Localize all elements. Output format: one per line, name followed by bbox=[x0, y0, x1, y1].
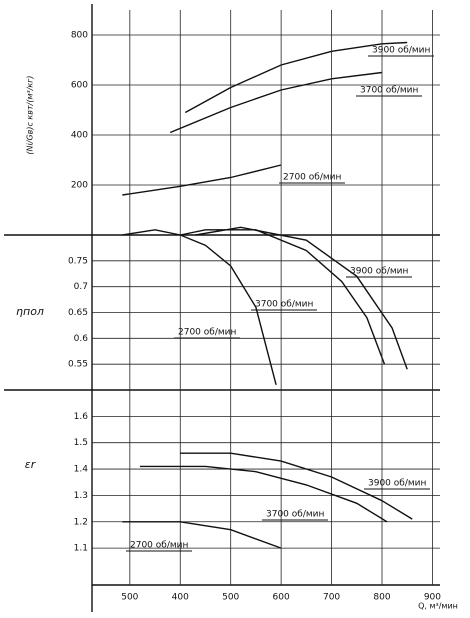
x-tick-label: 500 bbox=[121, 593, 138, 603]
y-tick-label: 1.3 bbox=[74, 491, 88, 501]
y-tick-label: 1.6 bbox=[74, 412, 89, 422]
series-line bbox=[122, 164, 282, 196]
y-tick-label: 1.5 bbox=[74, 438, 88, 448]
y-tick-label: 0.75 bbox=[68, 256, 88, 266]
series-line bbox=[180, 452, 413, 520]
x-tick-label: 700 bbox=[323, 593, 340, 603]
y-axis-label: ηпол bbox=[16, 305, 44, 318]
series-label: 3900 об/мин bbox=[350, 267, 408, 277]
y-tick-label: 0.6 bbox=[74, 334, 89, 344]
series-line bbox=[122, 521, 282, 549]
series-label: 3900 об/мин bbox=[372, 46, 430, 56]
y-tick-label: 800 bbox=[71, 31, 88, 41]
y-tick-label: 600 bbox=[71, 81, 88, 91]
series-label: 3700 об/мин bbox=[266, 510, 324, 520]
y-tick-label: 200 bbox=[71, 181, 88, 191]
x-axis-label: Q, м³/мин bbox=[418, 602, 458, 611]
series-line bbox=[122, 229, 277, 385]
y-tick-label: 1.1 bbox=[74, 544, 88, 554]
series-label: 3700 об/мин bbox=[255, 300, 313, 310]
series-label: 3900 об/мин bbox=[368, 479, 426, 489]
x-tick-label: 600 bbox=[273, 593, 290, 603]
series-line bbox=[180, 229, 386, 365]
y-tick-label: 1.4 bbox=[74, 465, 89, 475]
y-tick-label: 0.7 bbox=[74, 282, 88, 292]
y-axis-label: (Ni/Gв)c квт/(м³/кг) bbox=[26, 75, 35, 154]
series-label: 2700 об/мин bbox=[283, 173, 341, 183]
x-tick-label: 800 bbox=[373, 593, 390, 603]
series-line bbox=[184, 41, 408, 114]
y-tick-label: 0.65 bbox=[68, 308, 88, 318]
x-tick-label: 400 bbox=[172, 593, 189, 603]
y-tick-label: 0.55 bbox=[68, 360, 88, 370]
series-label: 2700 об/мин bbox=[130, 541, 188, 551]
series-label: 2700 об/мин bbox=[178, 328, 236, 338]
series-line bbox=[169, 71, 383, 134]
x-tick-label: 900 bbox=[424, 593, 441, 603]
y-tick-label: 1.2 bbox=[74, 517, 88, 527]
series-label: 3700 об/мин bbox=[360, 86, 418, 96]
x-tick-label: 500 bbox=[222, 593, 239, 603]
series-line bbox=[139, 465, 388, 523]
y-tick-label: 400 bbox=[71, 131, 88, 141]
y-axis-label: εr bbox=[25, 458, 37, 471]
